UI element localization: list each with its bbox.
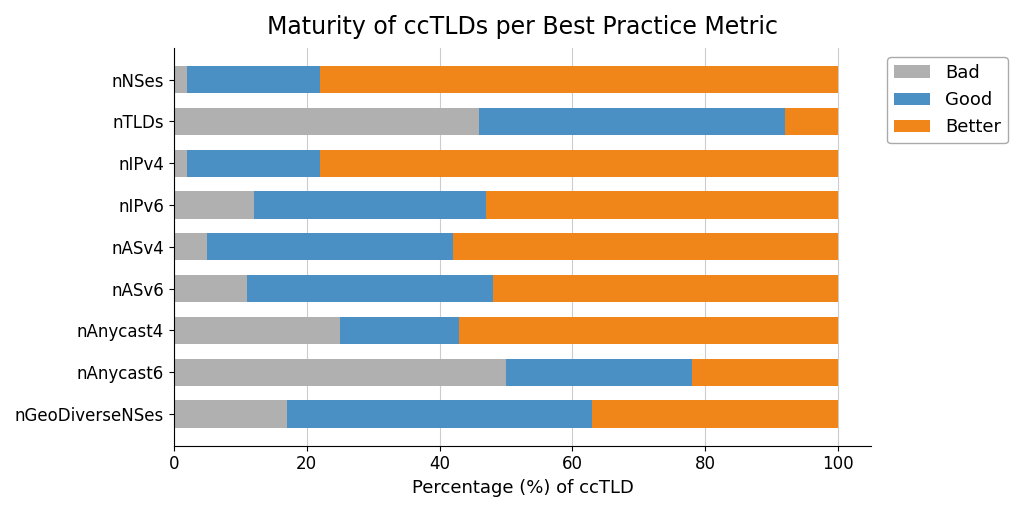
Bar (287, 400, 592, 428)
Bar (460, 317, 838, 344)
Bar (174, 317, 340, 344)
Bar (247, 275, 493, 302)
Bar (486, 191, 838, 219)
Bar (207, 233, 453, 261)
Bar (321, 66, 838, 93)
Bar (174, 233, 207, 261)
Bar (174, 275, 247, 302)
Bar (592, 400, 838, 428)
Bar (187, 150, 321, 177)
Bar (174, 358, 506, 386)
Bar (453, 233, 838, 261)
Title: Maturity of ccTLDs per Best Practice Metric: Maturity of ccTLDs per Best Practice Met… (267, 15, 778, 39)
Bar (174, 191, 254, 219)
Bar (692, 358, 838, 386)
Bar (174, 66, 187, 93)
Bar (506, 358, 692, 386)
Legend: Bad, Good, Better: Bad, Good, Better (887, 57, 1008, 143)
Bar (174, 400, 287, 428)
Bar (254, 191, 486, 219)
Bar (187, 66, 321, 93)
Bar (784, 108, 838, 135)
Bar (340, 317, 460, 344)
Bar (493, 275, 838, 302)
Bar (321, 150, 838, 177)
Bar (174, 108, 479, 135)
X-axis label: Percentage (%) of ccTLD: Percentage (%) of ccTLD (412, 479, 634, 497)
Bar (174, 150, 187, 177)
Bar (479, 108, 784, 135)
